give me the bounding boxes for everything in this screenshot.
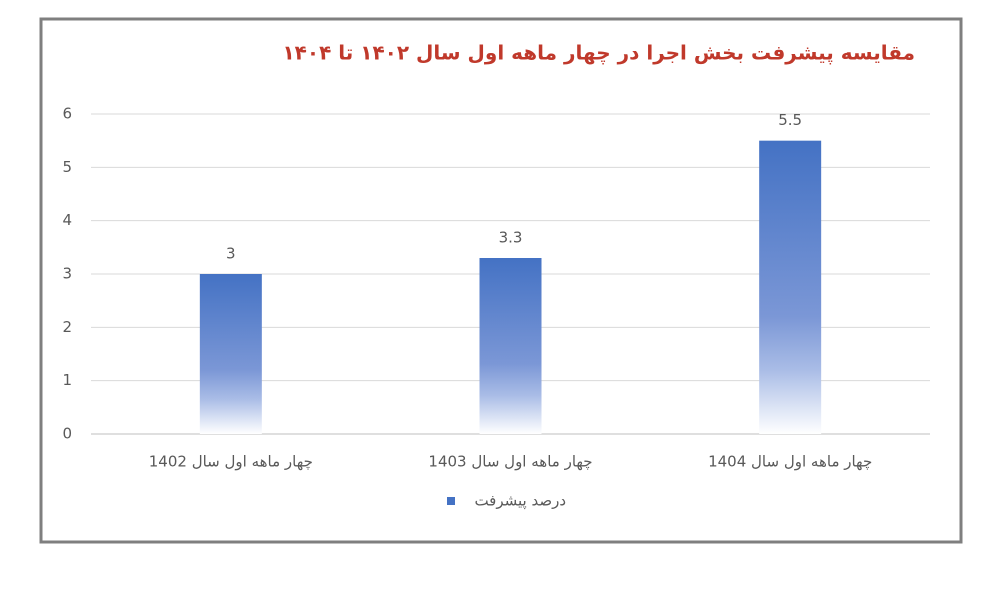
y-tick-label: 2 xyxy=(62,318,72,336)
bar xyxy=(199,274,262,434)
y-tick-label: 4 xyxy=(62,211,72,229)
y-tick-label: 0 xyxy=(62,425,72,443)
data-label: 3.3 xyxy=(499,229,523,247)
x-tick-label: چهار ماهه اول سال 1404 xyxy=(708,453,872,471)
bar xyxy=(479,258,542,434)
chart-title: مقایسه پیشرفت بخش اجرا در چهار ماهه اول … xyxy=(282,41,915,66)
y-tick-label: 6 xyxy=(62,105,72,123)
x-tick-label: چهار ماهه اول سال 1403 xyxy=(428,453,592,471)
y-tick-label: 3 xyxy=(62,265,72,283)
data-label: 5.5 xyxy=(778,111,802,129)
legend-label: درصد پیشرفت xyxy=(474,492,566,511)
data-label: 3 xyxy=(226,245,236,263)
bar xyxy=(759,140,822,434)
legend-swatch xyxy=(447,497,455,505)
x-tick-label: چهار ماهه اول سال 1402 xyxy=(149,453,313,471)
y-tick-label: 1 xyxy=(62,371,72,389)
y-tick-label: 5 xyxy=(62,158,72,176)
